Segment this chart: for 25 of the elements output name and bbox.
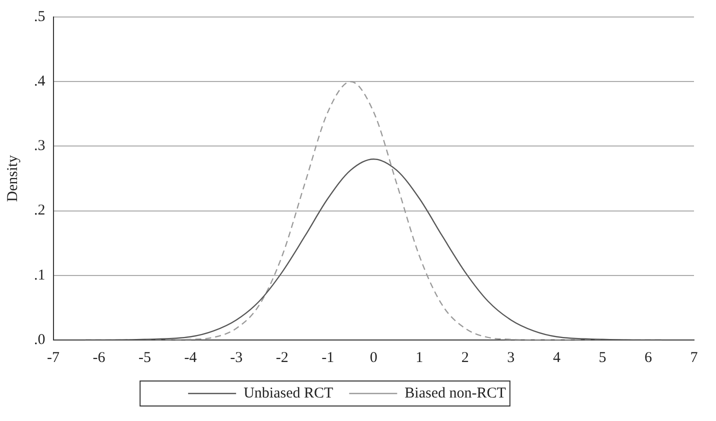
x-tick-label: -3: [230, 350, 243, 366]
x-tick-label: 4: [552, 350, 561, 366]
line-series: [84, 158, 663, 340]
y-tick-label: .3: [34, 138, 46, 154]
x-tick-label: 1: [416, 350, 424, 366]
x-tick-label: 2: [461, 350, 469, 366]
y-tick-label: .0: [34, 332, 46, 348]
x-tick-label: 6: [644, 350, 652, 366]
y-tick-label: .4: [34, 74, 46, 90]
legend-label: Unbiased RCT: [244, 385, 334, 402]
y-axis-title: Density: [4, 154, 21, 202]
x-tick-label: -1: [322, 350, 334, 366]
legend-label: Biased non-RCT: [404, 385, 506, 402]
x-tick-label: 7: [690, 350, 698, 366]
x-tick-label: -2: [276, 350, 288, 366]
x-tick-label: -4: [184, 350, 198, 366]
y-tick-label: .1: [34, 267, 46, 284]
x-tick-label: -5: [138, 350, 152, 366]
x-tick-label: -7: [47, 350, 60, 366]
y-tick-label: .2: [34, 202, 46, 219]
x-tick-label: -6: [92, 350, 106, 366]
y-tick-label: .5: [34, 8, 46, 25]
x-tick-label: 0: [370, 350, 378, 366]
x-tick-label: 5: [598, 350, 606, 366]
x-tick-label: 3: [507, 350, 515, 366]
